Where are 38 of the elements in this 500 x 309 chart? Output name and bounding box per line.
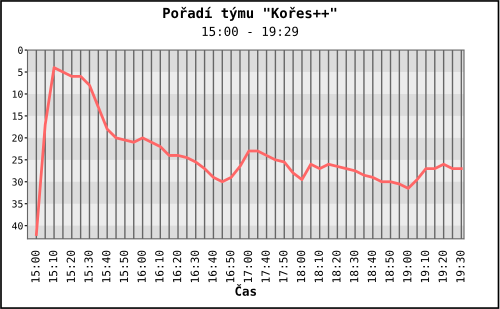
- y-tick-label: 0: [18, 46, 23, 54]
- y-tick-label: 20: [12, 134, 23, 142]
- x-tick-label: 19:00: [403, 250, 412, 282]
- x-tick-label: 19:30: [456, 250, 465, 282]
- x-tick-label: 16:50: [226, 250, 234, 282]
- x-tick-label: 15:00: [31, 250, 40, 282]
- chart-title: Pořadí týmu "Kořes++": [163, 6, 336, 21]
- x-tick-label: 16:30: [190, 250, 199, 282]
- x-tick-label: 15:20: [66, 250, 76, 282]
- x-tick-label: 18:10: [314, 250, 323, 282]
- x-tick-label: 18:50: [385, 250, 394, 282]
- y-tick-label: 30: [12, 178, 23, 186]
- y-tick-label: 35: [12, 200, 23, 208]
- x-tick-label: 18:00: [296, 250, 306, 282]
- x-tick-label: 15:10: [48, 250, 58, 282]
- y-tick-label: 15: [12, 112, 23, 120]
- x-tick-label: 19:20: [438, 250, 447, 282]
- x-tick-label: 18:30: [350, 250, 358, 282]
- x-tick-label: 16:40: [208, 250, 217, 282]
- x-tick-label: 18:40: [368, 250, 376, 282]
- x-tick-label: 16:20: [172, 250, 182, 282]
- x-tick-label: 16:00: [137, 250, 146, 282]
- x-tick-label: 17:00: [244, 250, 252, 282]
- y-tick-label: 40: [12, 222, 23, 230]
- x-tick-label: 17:40: [261, 250, 270, 282]
- x-tick-label: 18:20: [332, 250, 341, 282]
- x-tick-label: 16:10: [155, 250, 164, 282]
- x-tick-label: 17:50: [279, 250, 288, 282]
- x-tick-label: 19:10: [420, 250, 430, 282]
- line-series: [34, 66, 463, 236]
- x-tick-label: 15:30: [84, 250, 93, 282]
- x-tick-label: 15:40: [102, 250, 110, 282]
- x-tick-label: 15:50: [120, 250, 128, 282]
- y-tick-label: 10: [12, 90, 23, 98]
- x-axis-title: Čas: [235, 284, 256, 296]
- y-tick-label: 5: [18, 68, 23, 76]
- y-tick-label: 25: [12, 156, 23, 164]
- chart-subtitle: 15:00 - 19:29: [202, 26, 298, 36]
